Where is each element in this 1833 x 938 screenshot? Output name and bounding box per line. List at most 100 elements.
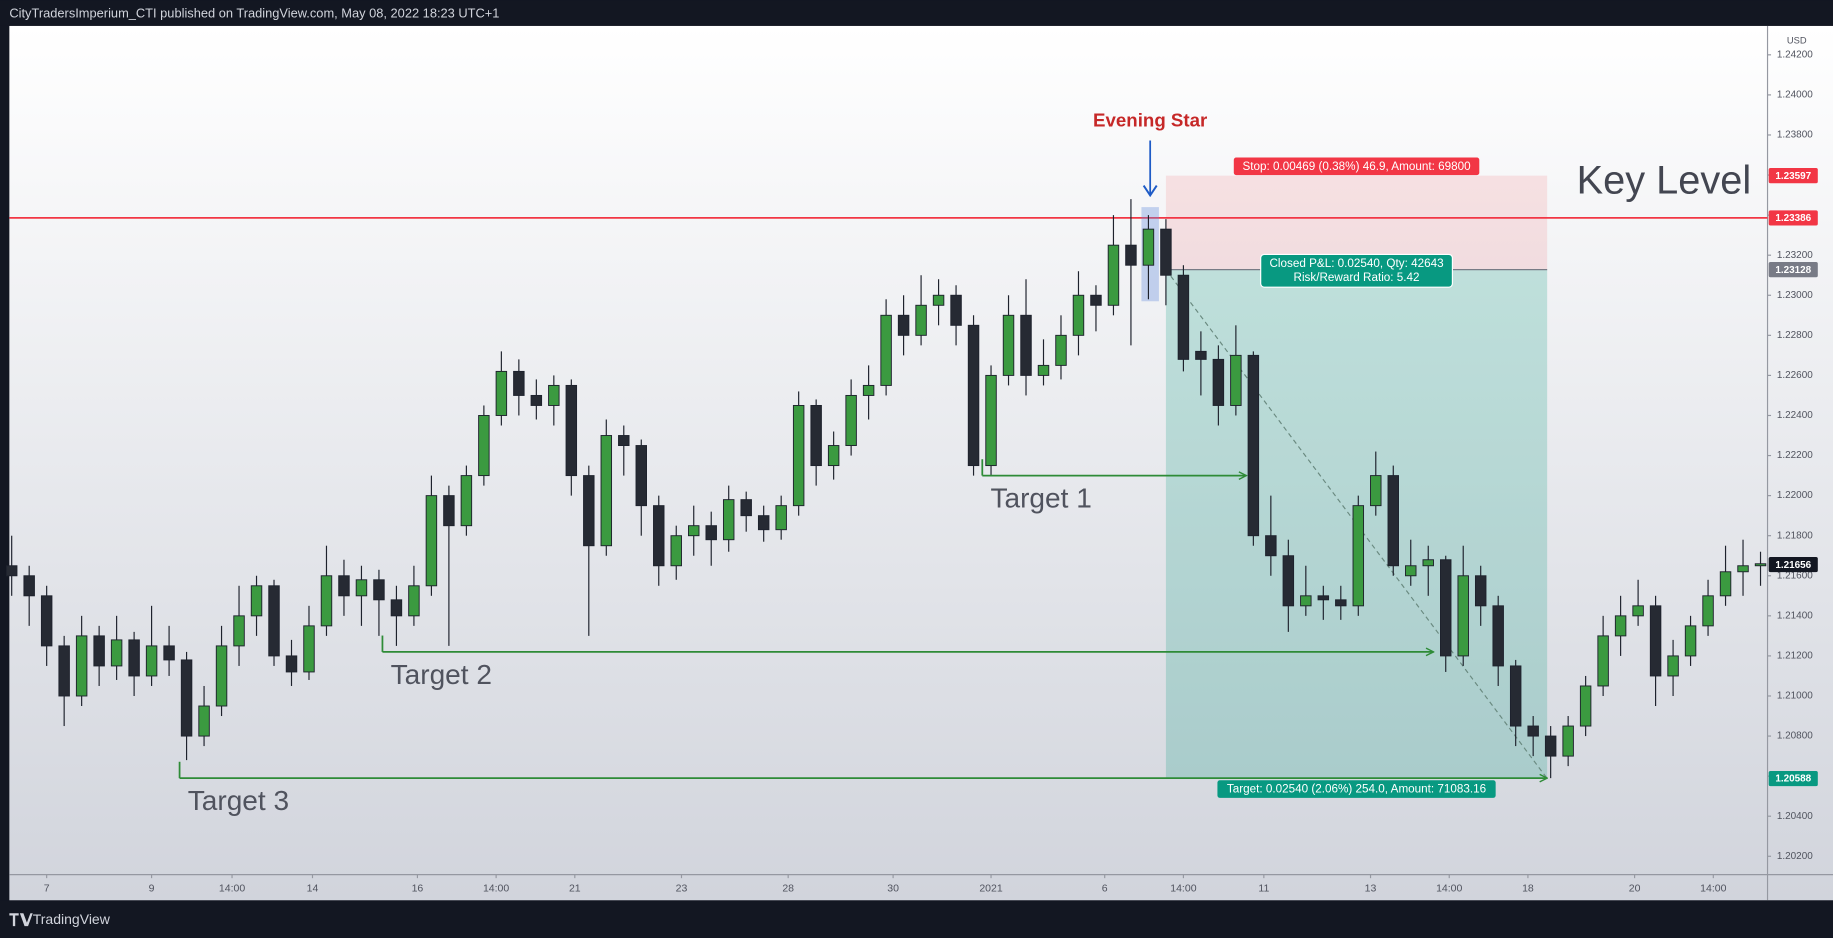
candle-body <box>1265 535 1277 557</box>
header-text: CityTradersImperium_CTI published on Tra… <box>9 6 499 21</box>
candle-body <box>1335 599 1347 607</box>
candle-body <box>1037 364 1050 376</box>
stop-tag-text: 1.23597 <box>1775 171 1811 182</box>
candle-body <box>460 475 473 527</box>
candle-body <box>1509 665 1522 727</box>
last-price-tag <box>1768 556 1818 573</box>
candle-body <box>618 435 630 447</box>
y-tick-label: 1.22200 <box>1777 450 1813 461</box>
candle-body <box>355 579 368 597</box>
y-tick-label: 1.21200 <box>1777 651 1813 662</box>
candle-body <box>722 499 735 541</box>
candle-body <box>1160 228 1172 276</box>
candle-body <box>285 655 298 673</box>
y-tick-label: 1.21000 <box>1777 691 1813 702</box>
candle-body <box>740 499 752 517</box>
candle-body <box>1020 314 1032 376</box>
candle-body <box>1737 565 1749 573</box>
candle-body <box>425 495 438 587</box>
chart-background <box>9 25 1833 901</box>
key-level-tag-text: 1.23386 <box>1775 213 1811 224</box>
candle-body <box>1370 475 1382 507</box>
candle-body <box>1072 294 1085 336</box>
candle-body <box>1090 294 1102 306</box>
candle-body <box>1107 244 1120 306</box>
candle-body <box>810 404 822 467</box>
last-price-tag-text: 1.21656 <box>1775 560 1811 571</box>
candle-body <box>1492 605 1504 667</box>
footer-bar <box>0 900 1833 938</box>
candle-body <box>932 294 945 306</box>
y-tick-label: 1.22000 <box>1777 490 1813 501</box>
candle-body <box>1247 354 1260 537</box>
y-tick-label: 1.22400 <box>1777 410 1813 421</box>
x-tick-label: 18 <box>1522 882 1534 894</box>
x-tick-label: 28 <box>782 882 794 894</box>
candle-body <box>1649 605 1662 677</box>
candle-body <box>1212 358 1225 406</box>
x-tick-label: 2021 <box>979 882 1003 894</box>
x-tick-label: 14:00 <box>1436 882 1462 894</box>
y-tick-label: 1.20200 <box>1777 851 1813 862</box>
candle-body <box>93 635 105 667</box>
candle-body <box>1142 228 1155 266</box>
pnl-label-bg <box>1260 253 1453 288</box>
x-tick-label: 9 <box>149 882 155 894</box>
candle-body <box>303 625 315 673</box>
candle-body <box>1632 605 1644 617</box>
candle-body <box>653 505 665 567</box>
y-tick-label: 1.23000 <box>1777 290 1813 301</box>
candle-body <box>1177 274 1190 360</box>
target-info-label: Target: 0.02540 (2.06%) 254.0, Amount: 7… <box>1227 783 1486 796</box>
candle-body <box>1667 655 1679 677</box>
stop-label-bg <box>1233 157 1480 176</box>
candle-body <box>1125 244 1137 266</box>
target-info-label-bg <box>1217 780 1496 798</box>
x-tick-label: 14:00 <box>1700 882 1726 894</box>
key-level-tag <box>1768 210 1818 226</box>
candle-body <box>1422 559 1434 567</box>
candle-body <box>145 645 158 677</box>
candle-body <box>1282 555 1295 607</box>
target-tag <box>1768 770 1818 787</box>
candle-body <box>967 324 980 467</box>
candle-body <box>495 370 508 416</box>
stop-tag <box>1768 168 1818 184</box>
y-tick-label: 1.23800 <box>1777 130 1813 141</box>
y-tick-label: 1.22800 <box>1777 330 1813 341</box>
x-tick-label: 11 <box>1258 882 1269 894</box>
candle-body <box>827 445 840 467</box>
y-tick-label: 1.22600 <box>1777 370 1813 381</box>
candle-body <box>478 415 490 477</box>
candle-body <box>443 495 455 527</box>
candle-body <box>548 384 560 406</box>
candle-body <box>1230 354 1242 406</box>
x-tick-label: 6 <box>1102 882 1108 894</box>
x-tick-label: 16 <box>412 882 424 894</box>
candle-body <box>1440 559 1452 657</box>
y-tick-label: 1.23200 <box>1777 250 1813 261</box>
candle-body <box>128 639 140 677</box>
candle-body <box>1055 334 1067 366</box>
x-tick-label: 21 <box>569 882 581 894</box>
y-tick-label: 1.21800 <box>1777 530 1813 541</box>
target-tag-text: 1.20588 <box>1775 774 1811 785</box>
candle-body <box>635 445 647 507</box>
candle-body <box>1579 685 1592 727</box>
candle-body <box>705 525 717 541</box>
x-tick-label: 14:00 <box>1170 882 1196 894</box>
x-tick-label: 14:00 <box>483 882 509 894</box>
candle-body <box>40 595 53 647</box>
y-tick-label: 1.21400 <box>1777 610 1813 621</box>
y-tick-label: 1.20800 <box>1777 731 1813 742</box>
rr-label: Risk/Reward Ratio: 5.42 <box>1294 271 1420 284</box>
currency: USD <box>1787 36 1807 46</box>
candle-body <box>845 394 857 447</box>
candle-body <box>757 515 770 531</box>
y-tick-label: 1.21600 <box>1777 570 1813 581</box>
x-tick-label: 7 <box>44 882 50 894</box>
pattern-label: Evening Star <box>1093 110 1207 131</box>
candle-body <box>688 525 700 537</box>
target-label: Target 3 <box>188 785 289 816</box>
